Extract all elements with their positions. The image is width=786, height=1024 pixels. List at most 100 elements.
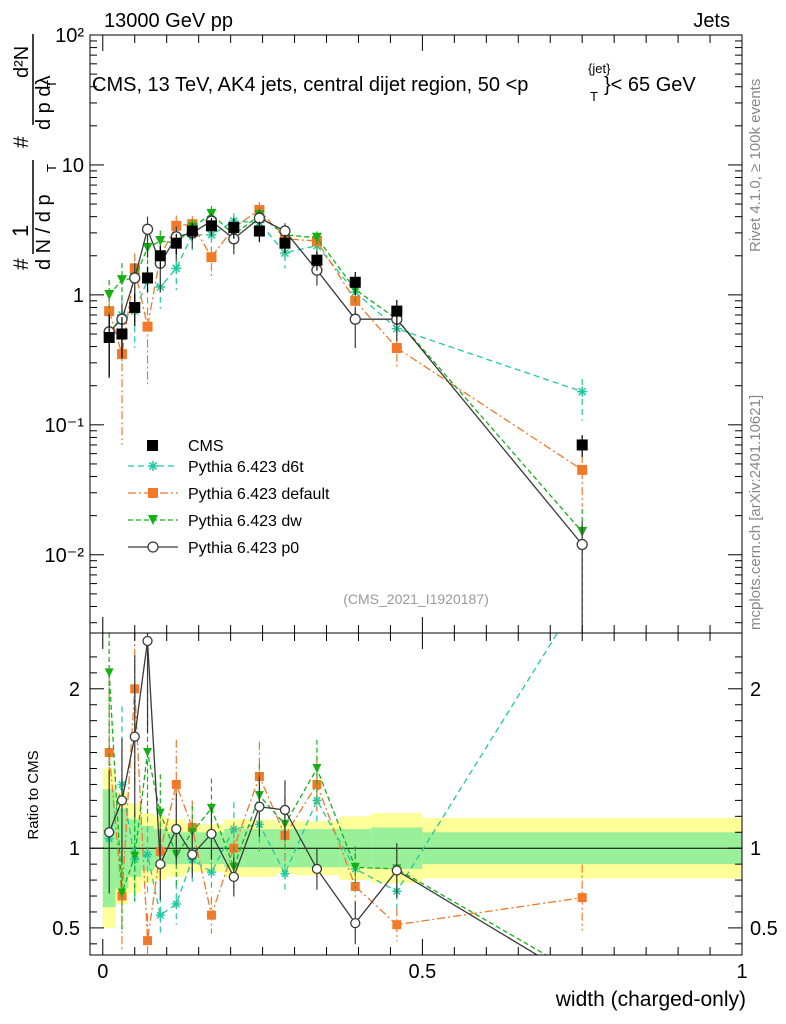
legend-entry-cms: CMS [147,438,224,455]
ratio-point [155,808,165,818]
series-point [206,252,217,263]
series-point [129,272,141,284]
ratio-y-label: Ratio to CMS [25,750,42,839]
ratio-point [129,731,140,742]
ratio-point [116,795,128,806]
legend-entry-1: Pythia 6.423 default [128,486,330,503]
ratio-point [206,828,217,840]
series-point [104,289,115,300]
legend-label: Pythia 6.423 p0 [188,540,299,557]
series-point [311,232,322,243]
series-point-arm [578,387,587,396]
legend-marker-cms [147,440,158,451]
ratio-point-arm [281,869,289,878]
cms-point [129,301,141,313]
ratio-point [130,851,140,861]
legend-entry-3: Pythia 6.423 p0 [128,540,299,557]
ratio-point [391,865,402,876]
series-point [155,235,166,246]
plot-title-main: CMS, 13 TeV, AK4 jets, central dijet reg… [92,74,528,96]
x-tick-label: 0 [97,961,108,983]
analysis-id: (CMS_2021_I1920187) [343,591,489,607]
x-axis-label: width (charged-only) [555,988,746,1011]
series-line [108,209,583,471]
ratio-point [104,668,114,678]
ratio-point [350,862,360,872]
legend-marker [148,461,158,471]
ratio-point [104,748,114,758]
cms-point [228,222,240,234]
series-line [108,213,583,533]
rivet-label: Rivet 4.1.0, ≥ 100k events [747,79,764,252]
ratio-point-arm [143,850,152,859]
y-tick-label: 10⁻² [45,545,85,567]
plot-title: CMS, 13 TeV, AK4 jets, central dijet reg… [92,61,696,104]
ratio-point [187,822,197,832]
ratio-point [155,858,166,870]
cms-point [154,250,166,262]
x-tick-label: 0.5 [408,961,436,983]
ratio-line [108,640,539,955]
cms-point [142,272,154,284]
series-point [141,223,154,235]
ratio-point [171,899,181,909]
y-axis-label: # 1 d N / d p T # d²N d p dλ T [8,34,59,270]
series-point [116,275,127,286]
ratio-plot-frame [89,632,743,956]
ratio-point [117,888,127,898]
ratio-plot: 0 0.5 10.5 0.51 12 2 [52,632,778,983]
ratio-line [108,688,583,941]
ratio-point [311,863,323,875]
ratio-series-3 [104,633,539,955]
ylabel-hash2: # [10,136,33,148]
mcplots-label: mcplots.cern.ch [arXiv:2401.10621] [747,395,764,630]
ratio-point [280,869,290,879]
legend-marker [148,488,158,498]
ratio-point-arm [172,900,181,908]
y-tick-label: 1 [73,285,84,307]
x-tick-label: 1 [736,961,747,983]
cms-point [576,439,588,451]
ratio-point [312,763,322,773]
cms-point [349,276,361,288]
cms-point [103,331,115,343]
series-point [171,263,182,274]
legend-label: Pythia 6.423 dw [188,513,302,530]
cms-point [391,305,403,317]
series-point [577,386,588,397]
legend-entry-2: Pythia 6.423 dw [128,513,302,530]
cms-point [116,328,128,340]
series-point [576,538,588,551]
legend-entry-0: Pythia 6.423 d6t [128,459,304,476]
legend-marker [147,541,159,553]
legend-label-cms: CMS [188,438,224,455]
ratio-point [142,635,153,647]
legend: CMS Pythia 6.423 d6t Pythia 6.423 default… [128,438,330,557]
ratio-y-tick-label: 0.5 [52,918,80,940]
header-left: 13000 GeV pp [104,10,233,32]
ratio-point-arm [156,911,165,919]
cms-point [253,225,265,237]
ylabel-d2n: d²N [11,46,33,78]
cms-point [311,254,323,266]
ratio-point [206,867,216,877]
header-right: Jets [693,10,730,32]
ratio-point [171,779,181,789]
series-point [171,220,182,231]
ratio-y-tick-label: 1 [69,838,80,860]
ylabel-dptdl: d p dλ [33,76,55,130]
main-plot: 10⁻² 10⁻¹ 1 10 10² [45,25,743,634]
series-point [279,225,291,237]
ratio-point [206,910,216,920]
series-point [349,313,361,325]
ratio-point [577,893,587,903]
cms-point [170,237,182,249]
legend-label: Pythia 6.423 d6t [188,459,304,476]
ratio-point [279,804,291,816]
plot-title-sup: {jet} [588,61,611,76]
ratio-point [228,871,239,883]
cms-point [205,220,217,232]
ratio-y-tick-label-right: 1 [750,838,761,860]
plot-title-tail: }< 65 GeV [604,74,696,96]
